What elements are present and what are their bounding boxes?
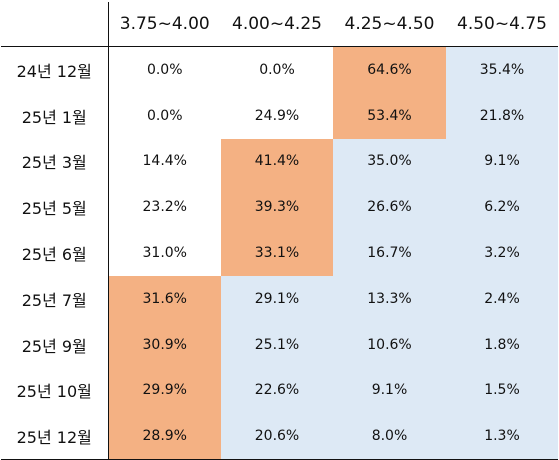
row-label: 24년 12월 [1,46,109,93]
row-label: 25년 12월 [1,413,109,460]
table-row: 24년 12월 0.0% 0.0% 64.6% 35.4% [1,46,558,93]
probability-cell: 26.6% [333,184,446,231]
probability-cell: 28.9% [108,413,221,460]
probability-cell: 9.1% [446,138,558,185]
probability-cell: 25.1% [221,321,333,368]
column-header: 4.50~4.75 [446,2,558,47]
row-label: 25년 3월 [1,138,109,185]
table-row: 25년 10월 29.9% 22.6% 9.1% 1.5% [1,367,558,414]
probability-cell: 0.0% [221,46,333,93]
table-row: 25년 7월 31.6% 29.1% 13.3% 2.4% [1,275,558,322]
table-row: 25년 6월 31.0% 33.1% 16.7% 3.2% [1,230,558,276]
probability-cell: 9.1% [333,367,446,414]
probability-cell: 24.9% [221,92,333,139]
table-row: 25년 9월 30.9% 25.1% 10.6% 1.8% [1,321,558,368]
row-label: 25년 9월 [1,321,109,368]
probability-cell: 10.6% [333,321,446,368]
probability-cell: 3.2% [446,230,558,276]
probability-cell: 0.0% [108,92,221,139]
probability-cell: 1.8% [446,321,558,368]
probability-cell: 35.0% [333,138,446,185]
table-row: 25년 3월 14.4% 41.4% 35.0% 9.1% [1,138,558,185]
corner-cell [1,2,109,47]
row-label: 25년 5월 [1,184,109,231]
row-label: 25년 7월 [1,275,109,322]
probability-cell: 23.2% [108,184,221,231]
probability-cell: 13.3% [333,275,446,322]
probability-cell: 8.0% [333,413,446,460]
probability-cell: 31.6% [108,275,221,322]
probability-cell: 35.4% [446,46,558,93]
probability-cell: 31.0% [108,230,221,276]
probability-cell: 14.4% [108,138,221,185]
column-header: 4.00~4.25 [221,2,333,47]
probability-cell: 6.2% [446,184,558,231]
row-label: 25년 10월 [1,367,109,414]
header-row: 3.75~4.00 4.00~4.25 4.25~4.50 4.50~4.75 [1,2,558,47]
probability-cell: 64.6% [333,46,446,93]
row-label: 25년 6월 [1,230,109,276]
row-label: 25년 1월 [1,92,109,139]
probability-cell: 20.6% [221,413,333,460]
probability-cell: 53.4% [333,92,446,139]
table-row: 25년 1월 0.0% 24.9% 53.4% 21.8% [1,92,558,139]
column-header: 3.75~4.00 [108,2,221,47]
probability-cell: 22.6% [221,367,333,414]
probability-cell: 29.1% [221,275,333,322]
probability-cell: 33.1% [221,230,333,276]
table-row: 25년 12월 28.9% 20.6% 8.0% 1.3% [1,413,558,460]
probability-cell: 21.8% [446,92,558,139]
column-header: 4.25~4.50 [333,2,446,47]
probability-cell: 39.3% [221,184,333,231]
probability-cell: 0.0% [108,46,221,93]
probability-cell: 16.7% [333,230,446,276]
probability-cell: 1.5% [446,367,558,414]
probability-cell: 30.9% [108,321,221,368]
table-row: 25년 5월 23.2% 39.3% 26.6% 6.2% [1,184,558,231]
probability-cell: 29.9% [108,367,221,414]
table-body: 24년 12월 0.0% 0.0% 64.6% 35.4% 25년 1월 0.0% 24.9%… [1,46,558,460]
probability-cell: 1.3% [446,413,558,460]
probability-cell: 2.4% [446,275,558,322]
probability-cell: 41.4% [221,138,333,185]
